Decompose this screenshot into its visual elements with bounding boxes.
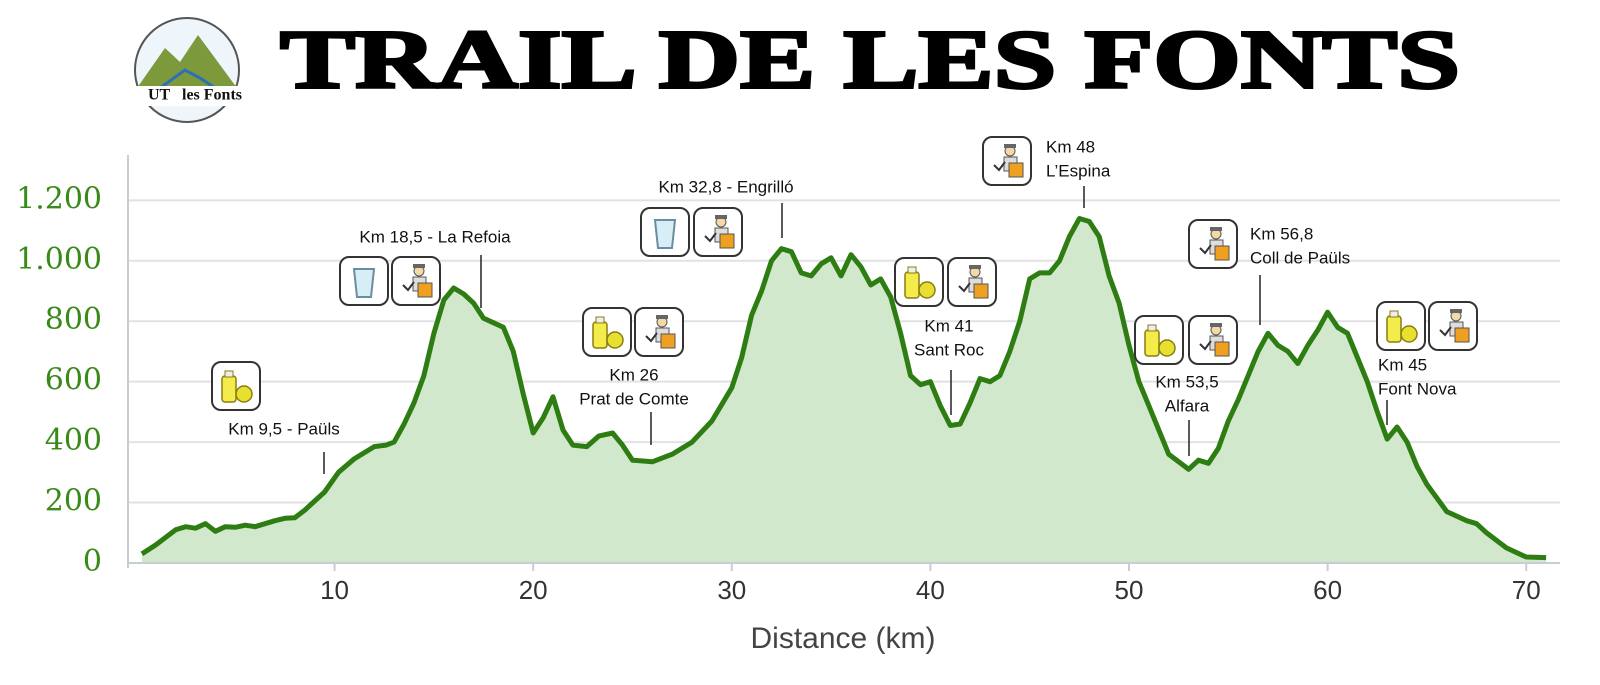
tick <box>402 281 415 292</box>
y-tick-label: 800 <box>45 302 102 337</box>
x-tick-label: 10 <box>320 575 349 605</box>
icon-check <box>982 136 1032 186</box>
bottle-cap <box>224 370 234 378</box>
x-tick-label: 40 <box>916 575 945 605</box>
annotation: Km 26 <box>609 365 658 384</box>
annotation: Km 53,5 <box>1155 372 1218 391</box>
board <box>973 283 989 299</box>
bottle <box>904 271 920 299</box>
apple <box>606 331 624 349</box>
annotation: Km 56,8 <box>1250 224 1313 243</box>
y-tick-label: 1.200 <box>16 181 102 216</box>
annotation: Km 18,5 - La Refoia <box>359 227 511 246</box>
icon-food <box>582 307 632 357</box>
x-tick-label: 60 <box>1313 575 1342 605</box>
cap <box>1210 227 1222 231</box>
annotation: Km 41 <box>924 316 973 335</box>
cap <box>715 215 727 219</box>
glass <box>653 219 677 249</box>
x-tick-label: 50 <box>1115 575 1144 605</box>
bottle <box>221 375 237 403</box>
icon-water <box>339 256 389 306</box>
cap <box>413 264 425 268</box>
cap <box>1210 323 1222 327</box>
y-tick-label: 600 <box>45 363 102 398</box>
bottle <box>592 321 608 349</box>
icon-check <box>693 207 743 257</box>
x-tick-label: 70 <box>1512 575 1541 605</box>
icon-check <box>391 256 441 306</box>
y-tick-label: 0 <box>83 544 102 579</box>
logo-text: UT <box>148 87 171 104</box>
y-tick-label: 400 <box>45 423 102 458</box>
annotation: Prat de Comte <box>579 389 689 408</box>
apple <box>1158 339 1176 357</box>
logo: UT les Fonts <box>132 17 244 123</box>
y-tick-label: 200 <box>45 484 102 519</box>
elevation-line <box>140 216 1547 561</box>
board <box>660 333 676 349</box>
tick <box>958 282 971 293</box>
board <box>1214 341 1230 357</box>
board <box>417 282 433 298</box>
board <box>1454 327 1470 343</box>
icon-food <box>894 257 944 307</box>
tick <box>1199 244 1212 255</box>
glass <box>352 268 376 298</box>
tick <box>1199 340 1212 351</box>
icon-check <box>947 257 997 307</box>
annotation: Coll de Paüls <box>1250 248 1350 267</box>
bottle <box>1386 315 1402 343</box>
x-tick-label: 30 <box>717 575 746 605</box>
annotation: Sant Roc <box>914 340 984 359</box>
x-axis-label: Distance (km) <box>750 622 935 655</box>
tick <box>1439 326 1452 337</box>
bottle-cap <box>907 266 917 274</box>
icon-check <box>1428 301 1478 351</box>
annotation: Km 32,8 - Engrilló <box>658 177 793 196</box>
apple <box>235 385 253 403</box>
logo-text: les Fonts <box>182 87 242 104</box>
board <box>1214 245 1230 261</box>
annotation: Font Nova <box>1378 379 1457 398</box>
annotation: Km 45 <box>1378 355 1427 374</box>
tick <box>993 161 1006 172</box>
annotation: Km 48 <box>1046 137 1095 156</box>
apple <box>1400 325 1418 343</box>
icon-water <box>640 207 690 257</box>
icon-food <box>211 361 261 411</box>
board <box>1008 162 1024 178</box>
cap <box>1450 309 1462 313</box>
bottle-cap <box>1389 310 1399 318</box>
elevation-area <box>141 218 1547 563</box>
chart-title: TRAIL DE LES FONTS <box>280 13 1460 106</box>
apple <box>918 281 936 299</box>
cap <box>969 265 981 269</box>
icon-food <box>1376 301 1426 351</box>
x-tick-label: 20 <box>519 575 548 605</box>
annotation: Km 9,5 - Paüls <box>228 419 340 438</box>
tick <box>645 332 658 343</box>
bottle-cap <box>1147 324 1157 332</box>
annotation: L’Espina <box>1046 161 1111 180</box>
icon-food <box>1134 315 1184 365</box>
cap <box>656 315 668 319</box>
annotation: Alfara <box>1165 396 1210 415</box>
board <box>719 233 735 249</box>
tick <box>704 232 717 243</box>
icon-check <box>1188 219 1238 269</box>
bottle-cap <box>595 316 605 324</box>
icon-check <box>1188 315 1238 365</box>
y-tick-label: 1.000 <box>16 242 102 277</box>
bottle <box>1144 329 1160 357</box>
cap <box>1004 144 1016 148</box>
icon-check <box>634 307 684 357</box>
